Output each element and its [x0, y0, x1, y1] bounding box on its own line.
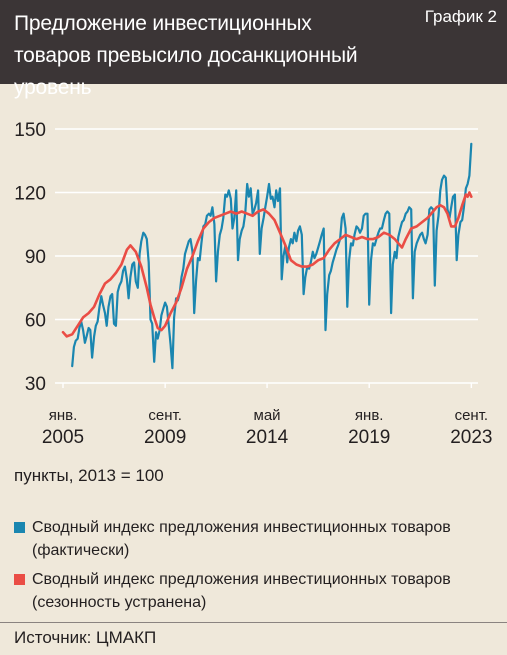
x-tick-month-0: янв.	[49, 407, 78, 424]
y-tick-label-90: 90	[25, 247, 46, 268]
x-tick-year-4: 2023	[450, 427, 492, 448]
footer-divider	[0, 622, 507, 623]
chart-number-label: График 2	[424, 7, 497, 26]
legend-item-actual: Сводный индекс предложения инвестиционны…	[14, 516, 504, 562]
y-tick-label-30: 30	[25, 374, 46, 395]
legend-label-seasonal-line1: Сводный индекс предложения инвестиционны…	[32, 571, 451, 588]
x-tick-month-1: сент.	[148, 407, 182, 424]
header-bar: Предложение инвестиционных товаров превы…	[0, 0, 507, 99]
legend-label-seasonal-line2: (сезонность устранена)	[32, 594, 207, 611]
series-line-actual	[71, 142, 473, 370]
y-tick-label-150: 150	[14, 120, 46, 141]
y-tick-label-60: 60	[25, 311, 46, 332]
x-tick-year-3: 2019	[348, 427, 390, 448]
x-axis-ticks: янв. 2005 сент. 2009 май 2014 янв. 2019 сент. 202…	[42, 383, 492, 448]
y-axis-ticks: 30 60 90 120 150	[14, 120, 46, 395]
source-note: Источник: ЦМАКП	[14, 628, 157, 647]
legend: Сводный индекс предложения инвестиционны…	[14, 516, 504, 620]
x-tick-month-4: сент.	[455, 407, 489, 424]
legend-label-actual-line2: (фактически)	[32, 542, 130, 559]
legend-swatch-actual	[14, 522, 25, 533]
units-label: пункты, 2013 = 100	[14, 466, 164, 485]
x-tick-month-2: май	[254, 407, 281, 424]
title-line-1: Предложение инвестиционных	[14, 12, 312, 35]
x-tick-year-2: 2014	[246, 427, 289, 448]
x-tick-year-0: 2005	[42, 427, 84, 448]
series-lines	[61, 142, 473, 370]
y-tick-label-120: 120	[14, 184, 46, 205]
x-tick-month-3: янв.	[355, 407, 384, 424]
page-title: Предложение инвестиционных товаров превы…	[14, 8, 414, 104]
legend-label-actual-line1: Сводный индекс предложения инвестиционны…	[32, 519, 451, 536]
x-tick-year-1: 2009	[144, 427, 186, 448]
title-line-2: товаров превысило досанкционный уровень	[14, 44, 358, 99]
legend-swatch-seasonal	[14, 574, 25, 585]
series-line-seasonal	[61, 191, 473, 338]
legend-item-seasonal: Сводный индекс предложения инвестиционны…	[14, 568, 504, 614]
